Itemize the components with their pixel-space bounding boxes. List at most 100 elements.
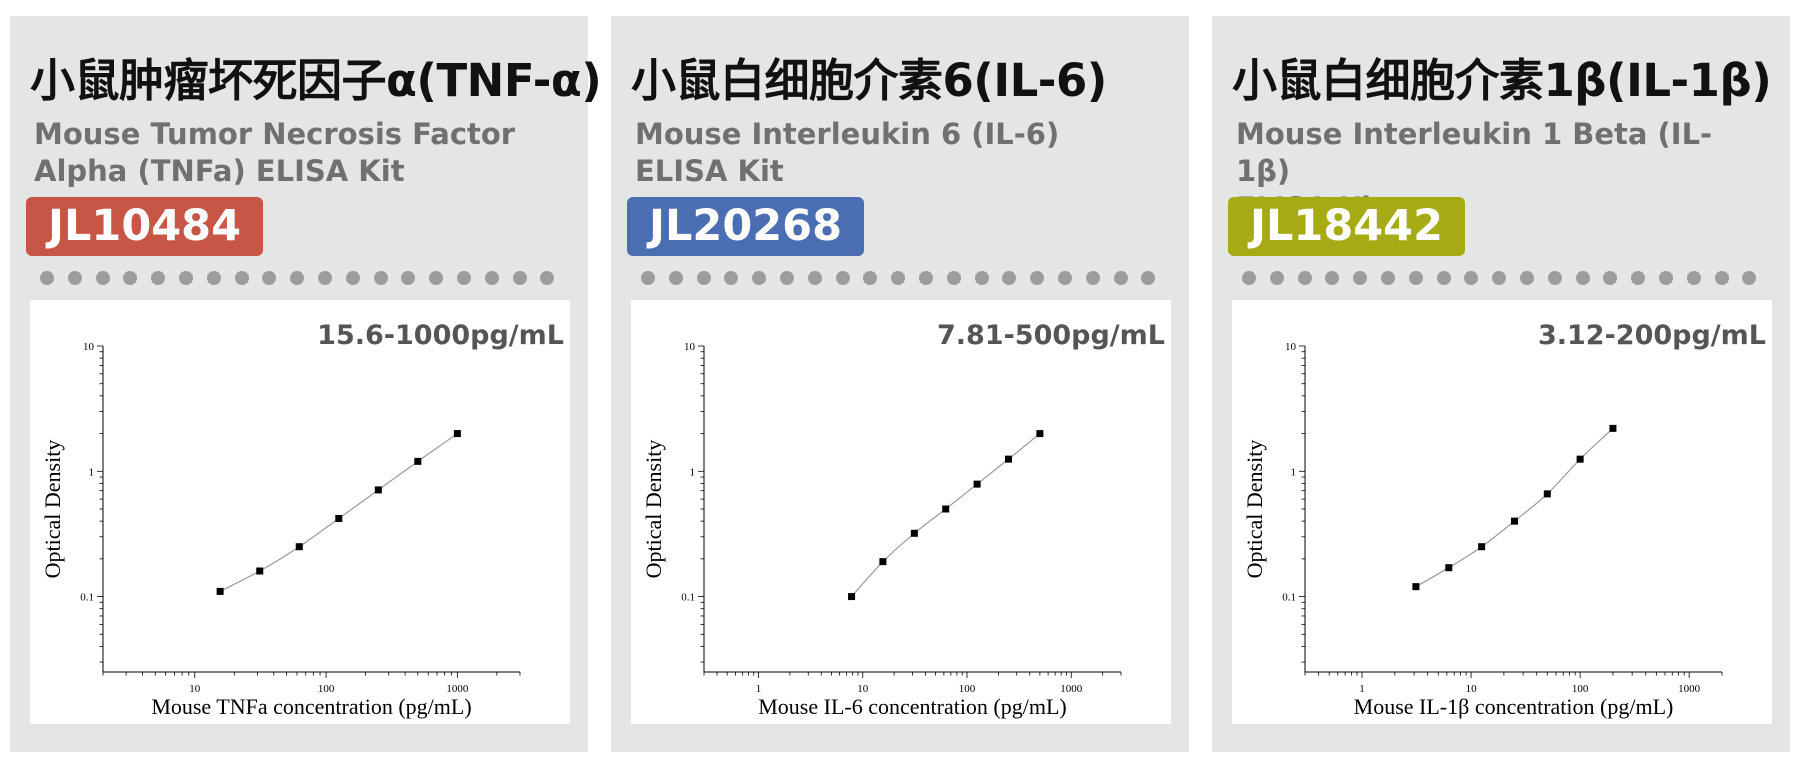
y-axis-title: Optical Density [1242,440,1267,579]
y-axis-title: Optical Density [40,440,65,579]
divider-dot [974,271,989,285]
divider-dot [457,271,471,285]
divider-dot [1520,271,1534,285]
divider-dot [724,271,739,285]
divider-dot [641,271,655,285]
data-point [1036,430,1044,438]
divider-dot [1113,271,1128,285]
divider-dot [1085,271,1100,285]
y-tick-label: 1 [89,466,95,478]
divider-dot [318,271,332,285]
data-point [216,587,224,595]
divider-dot [919,271,933,285]
divider-dot [1742,271,1757,285]
divider-dot [151,271,166,285]
panel-title-en: Mouse Tumor Necrosis Factor Alpha (TNFa)… [34,116,554,190]
divider-dot [1141,271,1156,285]
divider-dot [1353,271,1368,285]
data-point [335,514,343,522]
x-tick-label: 100 [959,683,976,695]
kit-panel-il6: 小鼠白细胞介素6(IL-6) Mouse Interleukin 6 (IL-6… [611,16,1189,752]
x-tick-label: 100 [318,683,335,695]
divider-dot [345,271,360,285]
data-point [414,457,422,465]
panel-title-cn: 小鼠白细胞介素6(IL-6) [631,54,1107,107]
y-tick-label: 0.1 [681,592,695,604]
data-point [295,543,303,551]
divider-dot [1269,271,1284,285]
panel-title-cn: 小鼠肿瘤坏死因子α(TNF-α) [30,54,602,107]
divider-dot [1297,271,1312,285]
data-point [1412,583,1420,591]
divider-dot [1575,271,1590,285]
divider-dot [780,271,794,285]
data-point [453,430,461,438]
data-point [1609,424,1617,432]
y-axis-title: Optical Density [641,440,666,579]
divider-dot [1030,271,1045,285]
catalog-badge: JL10484 [26,197,263,256]
panel-title-en-line1: Mouse Interleukin 1 Beta (IL-1β) [1236,117,1713,188]
y-tick-label: 10 [1285,341,1297,353]
divider-dot [835,271,850,285]
divider-dot [696,271,711,285]
divider-dot [40,271,54,285]
x-axis-title: Mouse TNFa concentration (pg/mL) [151,694,471,719]
data-point [1576,455,1584,463]
x-axis-title: Mouse IL-6 concentration (pg/mL) [758,694,1067,719]
data-point [879,558,887,566]
divider-dot [179,271,193,285]
data-point [1445,564,1453,572]
x-tick-label: 1 [756,683,762,695]
panel-title-en: Mouse Interleukin 6 (IL-6) ELISA Kit [635,116,1155,190]
y-tick-label: 0.1 [80,592,94,604]
data-point [1478,543,1486,551]
panel-title-en-line2: ELISA Kit [635,154,784,188]
data-point [848,593,856,601]
divider-dot [429,271,444,285]
divider-dot [1002,271,1017,285]
divider-dot [1058,271,1072,285]
detection-range-label: 7.81-500pg/mL [936,320,1165,351]
data-point [374,486,382,494]
y-tick-label: 0.1 [1282,592,1296,604]
y-tick-label: 1 [1291,466,1297,478]
divider-dot [512,271,527,285]
standard-curve-plot: 1 10 100 1000 0.1 1 10 Mouse IL-6 concentration… [631,300,1171,724]
panel-title-cn: 小鼠白细胞介素1β(IL-1β) [1232,54,1772,107]
panel-title-en-line1: Mouse Tumor Necrosis Factor [34,117,516,151]
divider-dot [807,271,822,285]
y-tick-label: 1 [690,466,696,478]
data-point [1543,490,1551,498]
divider-dot [752,271,767,285]
standard-curve-plot: 1 10 100 1000 0.1 1 10 Mouse IL-1β concentratio… [1232,300,1772,724]
divider-dot [1464,271,1479,285]
divider-dot [290,271,305,285]
divider-dot [1631,271,1646,285]
data-point [256,567,264,575]
dot-divider [1242,271,1762,285]
panel-title-en-line1: Mouse Interleukin 6 (IL-6) [635,117,1060,151]
divider-dot [373,271,388,285]
standard-curve-plot: 10 100 1000 0.1 1 10 Mouse TNFa concentration … [30,300,570,724]
x-tick-label: 10 [1466,683,1478,695]
x-tick-label: 100 [1572,683,1589,695]
dot-divider [40,271,560,285]
divider-dot [206,271,221,285]
divider-dot [1603,271,1618,285]
x-tick-label: 1 [1359,683,1365,695]
divider-dot [891,271,906,285]
kit-panel-tnf: 小鼠肿瘤坏死因子α(TNF-α) Mouse Tumor Necrosis Fa… [10,16,602,752]
x-tick-label: 1000 [1060,683,1083,695]
data-point [942,505,950,513]
x-tick-label: 10 [857,683,869,695]
divider-dot [262,271,277,285]
divider-dot [95,271,110,285]
divider-dot [1659,271,1673,285]
divider-dot [401,271,416,285]
divider-dot [1686,271,1701,285]
y-tick-label: 10 [83,341,95,353]
